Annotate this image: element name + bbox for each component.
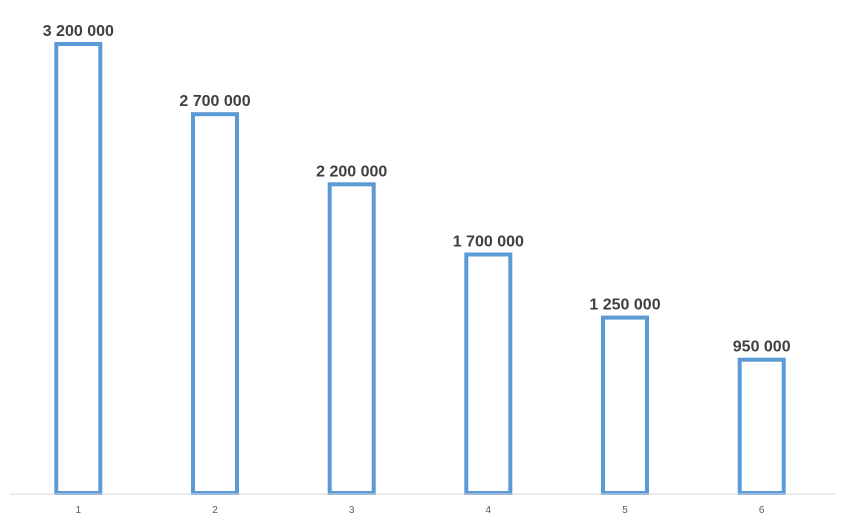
x-tick-label-3: 3 <box>349 505 355 516</box>
bar-3 <box>327 182 376 496</box>
bar-4 <box>464 252 513 495</box>
x-tick-label-6: 6 <box>759 505 765 516</box>
bar-6 <box>737 357 786 496</box>
data-label-4: 1 700 000 <box>453 234 524 251</box>
x-tick-label-4: 4 <box>486 505 492 516</box>
data-label-1: 3 200 000 <box>43 23 114 40</box>
x-tick-label-5: 5 <box>622 505 628 516</box>
data-labels: 3 200 000 2 700 000 2 200 000 1 700 000 1 25… <box>43 23 791 356</box>
x-tick-label-1: 1 <box>76 505 82 516</box>
data-label-3: 2 200 000 <box>316 163 387 180</box>
bar-2 <box>191 112 239 495</box>
bar-1 <box>54 42 103 495</box>
data-label-2: 2 700 000 <box>179 93 250 110</box>
data-label-6: 950 000 <box>733 339 791 356</box>
bars <box>54 42 786 496</box>
bar-5 <box>601 315 649 495</box>
x-tick-label-2: 2 <box>212 505 218 516</box>
data-label-5: 1 250 000 <box>589 297 660 314</box>
x-axis-tick-labels: 1 2 3 4 5 6 <box>76 505 765 516</box>
